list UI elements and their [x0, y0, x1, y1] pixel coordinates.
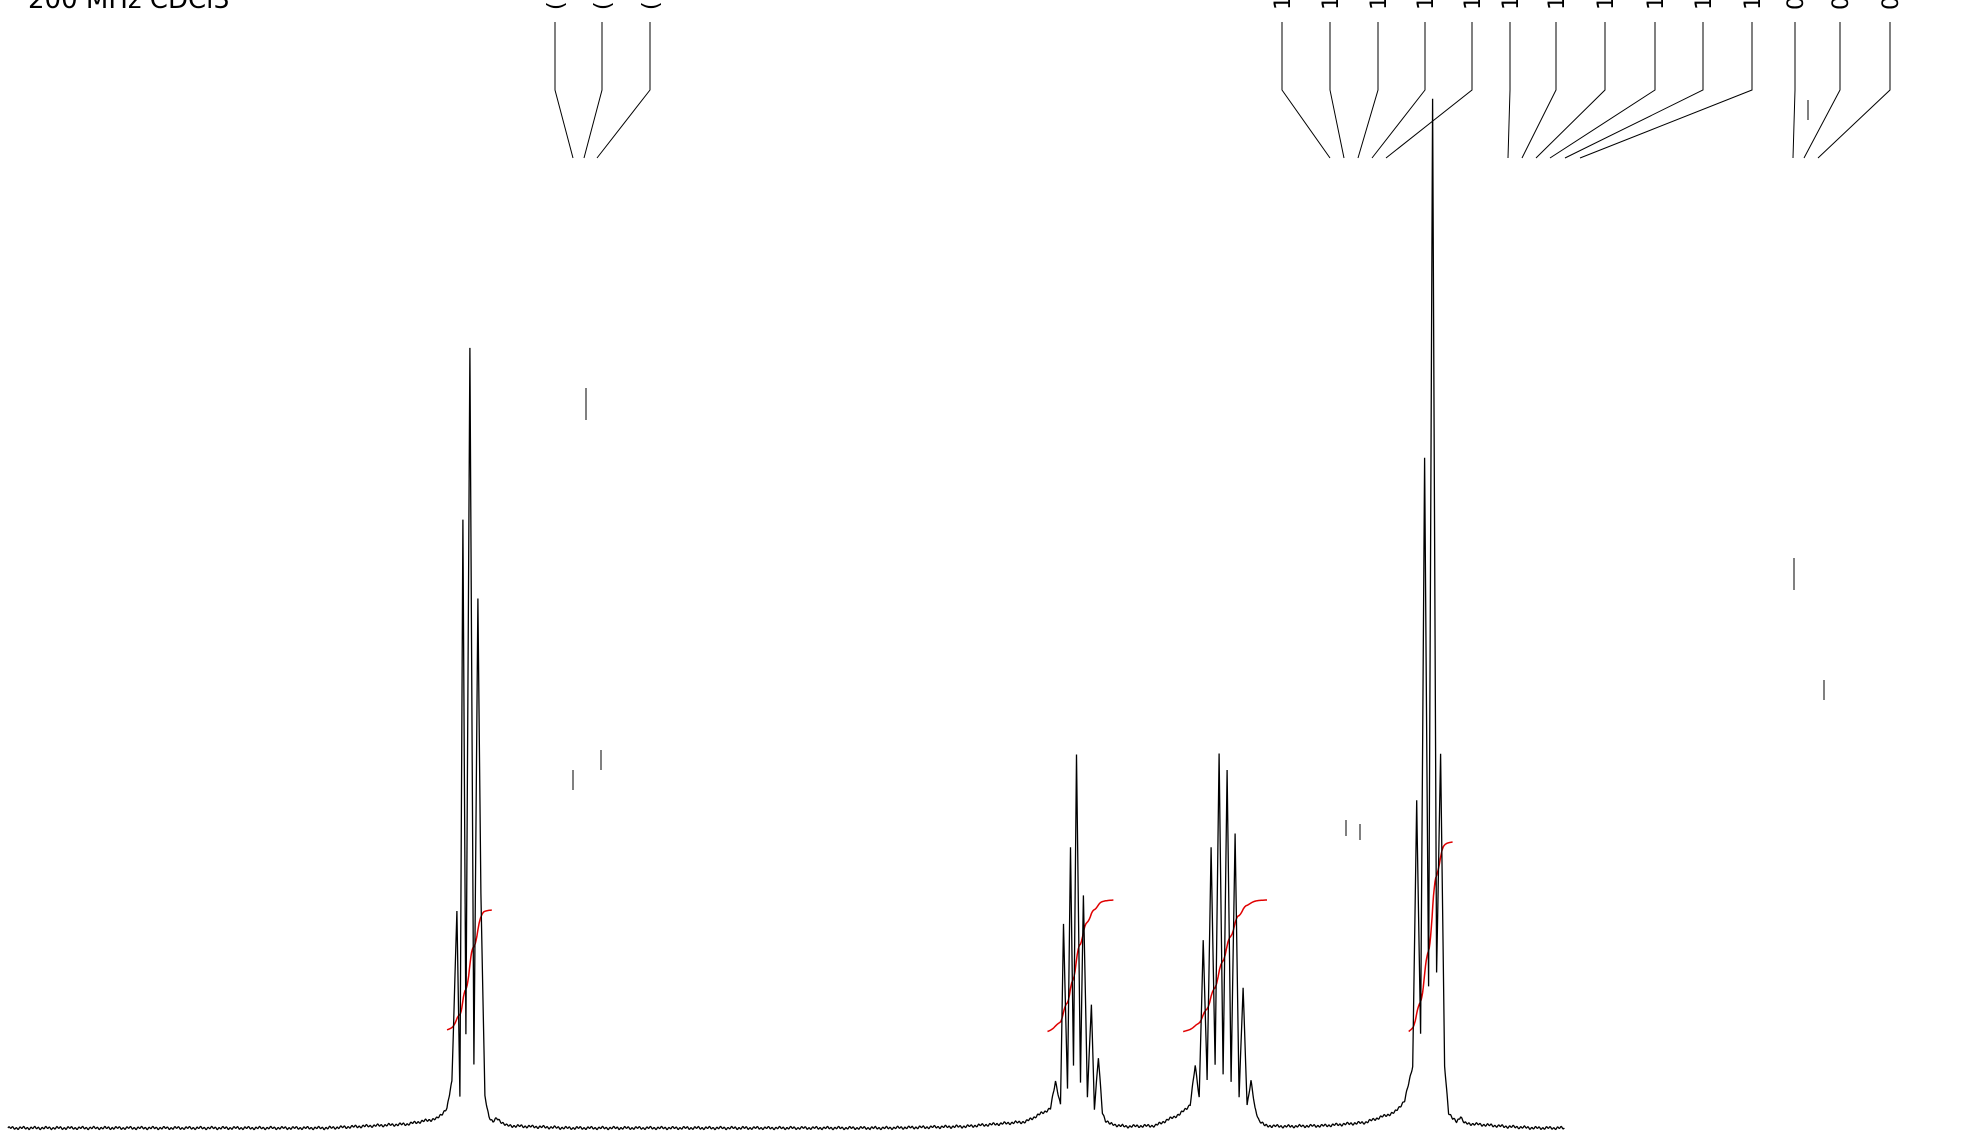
- spectrum-title: 200 MHz CDCl3: [28, 0, 230, 15]
- peak-label: (i): [639, 0, 664, 10]
- peak-leader-line: [1803, 22, 1841, 159]
- peak-leader-line: [1549, 22, 1656, 159]
- peak-label: (i): [544, 0, 569, 10]
- peak-label: 1: [1594, 0, 1619, 10]
- peak-label: 0: [1829, 0, 1854, 10]
- peak-leader-line: [1564, 22, 1704, 159]
- peak-leader-line: [1535, 22, 1606, 159]
- peak-label: 1: [1644, 0, 1669, 10]
- integral-curve: [446, 909, 492, 1031]
- peak-leader-line: [1357, 22, 1379, 159]
- integral-curve: [1047, 899, 1114, 1033]
- peak-label: (i): [591, 0, 616, 10]
- peak-leader-line: [1792, 22, 1796, 159]
- peak-label: 1: [1741, 0, 1766, 10]
- integral-curve: [1408, 841, 1453, 1033]
- peak-leader-line: [1579, 22, 1753, 159]
- peak-label: 0: [1784, 0, 1809, 10]
- peak-leader-line: [1371, 22, 1426, 159]
- peak-label: 1: [1545, 0, 1570, 10]
- peak-label: 1: [1271, 0, 1296, 10]
- peak-leader-line: [1507, 22, 1511, 159]
- peak-leader-line: [1281, 22, 1331, 159]
- peak-label: 1: [1692, 0, 1717, 10]
- peak-label: 1: [1319, 0, 1344, 10]
- peak-label: 0: [1879, 0, 1904, 10]
- peak-leader-line: [1521, 22, 1557, 159]
- peak-leader-line: [596, 22, 651, 159]
- peak-label: 1: [1461, 0, 1486, 10]
- peak-label-group: (i) (i) (i) 1 1 1 1 1 1 1 1 1 1 1 0 0 0: [544, 0, 1904, 840]
- peak-label: 1: [1499, 0, 1524, 10]
- peak-leader-line: [554, 22, 574, 159]
- peak-leader-line: [1385, 22, 1473, 159]
- spectrum-trace: [7, 98, 1565, 1131]
- peak-leader-line: [1817, 22, 1891, 159]
- peak-label: 1: [1414, 0, 1439, 10]
- peak-label: 1: [1367, 0, 1392, 10]
- peak-leader-line: [583, 22, 603, 159]
- integral-group: [446, 841, 1453, 1033]
- peak-leader-line: [1329, 22, 1345, 159]
